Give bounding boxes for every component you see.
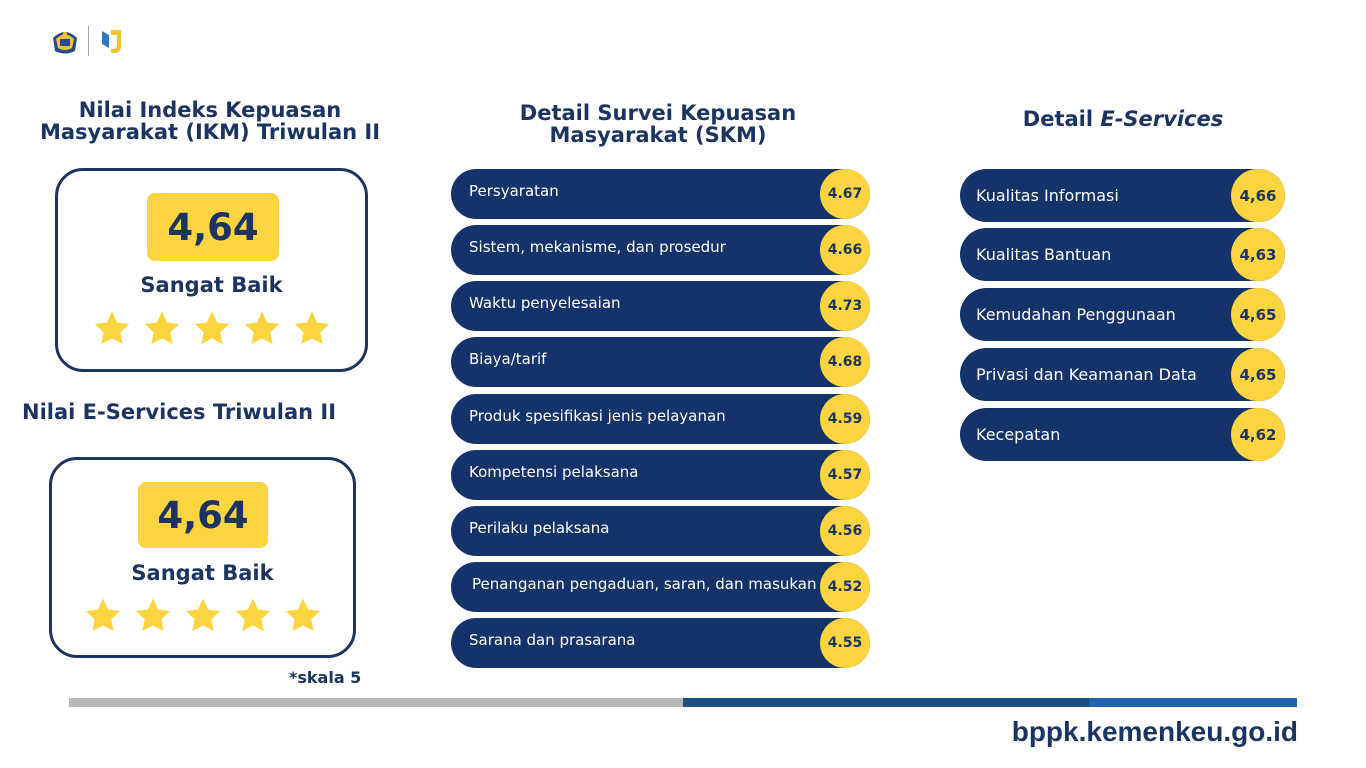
skm-item-label: Persyaratan (469, 182, 559, 200)
footer-bar-gray (69, 698, 683, 707)
eservices-item: Kualitas Bantuan 4,63 (960, 228, 1285, 281)
skm-item: Biaya/tarif 4.68 (451, 337, 870, 387)
eservices-title-emphasis: E-Services (1100, 107, 1224, 131)
footer-url: bppk.kemenkeu.go.id (1011, 716, 1298, 747)
eservices-score-card: 4,64 Sangat Baik (49, 457, 356, 658)
ikm-score-card: 4,64 Sangat Baik (55, 168, 368, 372)
eservices-item: Privasi dan Keamanan Data 4,65 (960, 348, 1285, 401)
skm-item-label: Waktu penyelesaian (469, 294, 621, 312)
eservices-item-label: Kemudahan Penggunaan (976, 305, 1176, 324)
footer-bar-blue (1089, 698, 1297, 707)
skm-item-label: Sarana dan prasarana (469, 631, 636, 649)
eservices-title-prefix: Detail (1022, 107, 1094, 131)
eservices-item-value: 4,63 (1231, 228, 1285, 281)
star-icon (244, 311, 279, 345)
ikm-score-label: Sangat Baik (140, 273, 283, 297)
ikm-title: Nilai Indeks Kepuasan Masyarakat (IKM) T… (39, 98, 381, 144)
bppk-logo-icon (102, 30, 121, 53)
eservices-score-value: 4,64 (138, 482, 268, 548)
eservices-item-value: 4,65 (1231, 288, 1285, 341)
eservices-star-rating (52, 596, 353, 636)
skm-item: Produk spesifikasi jenis pelayanan 4.59 (451, 394, 870, 444)
scale-note: *skala 5 (289, 668, 362, 687)
skm-item-value: 4.67 (820, 169, 870, 219)
logo-divider (88, 26, 89, 56)
star-icon (185, 598, 220, 632)
skm-item-value: 4.52 (820, 562, 870, 612)
skm-item-value: 4.73 (820, 281, 870, 331)
footer-bar-navy (683, 698, 1089, 707)
skm-item-value: 4.66 (820, 225, 870, 275)
eservices-score-title: Nilai E-Services Triwulan II (22, 400, 337, 424)
skm-item-label: Produk spesifikasi jenis pelayanan (469, 407, 726, 425)
eservices-item: Kemudahan Penggunaan 4,65 (960, 288, 1285, 341)
star-icon (235, 598, 270, 632)
star-icon (85, 598, 120, 632)
skm-item-label: Kompetensi pelaksana (469, 463, 639, 481)
skm-item-value: 4.59 (820, 394, 870, 444)
skm-item-label: Sistem, mekanisme, dan prosedur (469, 238, 726, 256)
skm-item-value: 4.55 (820, 618, 870, 668)
star-icon (144, 311, 179, 345)
eservices-item-label: Privasi dan Keamanan Data (976, 365, 1197, 384)
star-icon (94, 311, 129, 345)
skm-item-label: Penanganan pengaduan, saran, dan masukan (472, 575, 817, 593)
skm-item-value: 4.57 (820, 450, 870, 500)
eservices-detail-title: Detail E-Services (1000, 108, 1246, 130)
eservices-item-label: Kecepatan (976, 425, 1061, 444)
skm-item: Sarana dan prasarana 4.55 (451, 618, 870, 668)
skm-item-label: Perilaku pelaksana (469, 519, 610, 537)
skm-item: Waktu penyelesaian 4.73 (451, 281, 870, 331)
eservices-item-label: Kualitas Informasi (976, 186, 1119, 205)
star-icon (285, 598, 320, 632)
skm-item: Perilaku pelaksana 4.56 (451, 506, 870, 556)
eservices-item-label: Kualitas Bantuan (976, 245, 1112, 264)
eservices-item-value: 4,62 (1231, 408, 1285, 461)
eservices-item: Kecepatan 4,62 (960, 408, 1285, 461)
skm-item: Penanganan pengaduan, saran, dan masukan… (451, 562, 870, 612)
skm-item: Persyaratan 4.67 (451, 169, 870, 219)
eservices-item-value: 4,65 (1231, 348, 1285, 401)
header-logos (50, 25, 127, 57)
star-icon (135, 598, 170, 632)
ikm-score-value: 4,64 (147, 193, 279, 261)
skm-item-label: Biaya/tarif (469, 350, 547, 368)
skm-item: Kompetensi pelaksana 4.57 (451, 450, 870, 500)
eservices-score-label: Sangat Baik (131, 561, 274, 585)
skm-title: Detail Survei Kepuasan Masyarakat (SKM) (519, 101, 797, 147)
skm-item-value: 4.56 (820, 506, 870, 556)
star-icon (294, 311, 329, 345)
star-icon (194, 311, 229, 345)
ikm-star-rating (58, 309, 365, 349)
kemenkeu-logo-icon (53, 32, 77, 54)
eservices-item-value: 4,66 (1231, 169, 1285, 222)
eservices-item: Kualitas Informasi 4,66 (960, 169, 1285, 222)
skm-item-value: 4.68 (820, 337, 870, 387)
skm-item: Sistem, mekanisme, dan prosedur 4.66 (451, 225, 870, 275)
